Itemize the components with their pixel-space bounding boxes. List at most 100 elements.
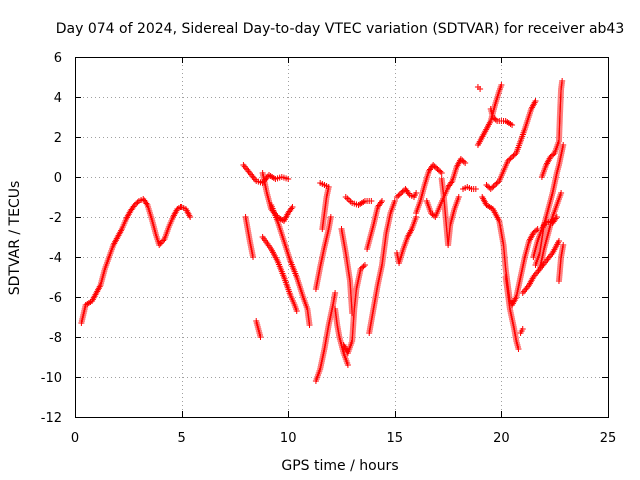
- y-tick-label: 6: [54, 51, 62, 66]
- x-tick-label: 25: [600, 431, 617, 446]
- data-point: [498, 82, 505, 88]
- x-tick-labels: 0 5 10 15 20 25: [71, 431, 616, 446]
- data-point: [434, 166, 441, 172]
- data-point: [435, 167, 442, 174]
- data-points: [78, 78, 567, 384]
- y-axis-label: SDTVAR / TECUs: [7, 181, 23, 296]
- data-point: [396, 191, 403, 198]
- data-point: [398, 190, 405, 196]
- data-point: [462, 160, 469, 166]
- x-tick-label: 5: [177, 431, 185, 446]
- data-point: [457, 156, 464, 162]
- data-point: [491, 115, 498, 122]
- y-tick-label: 4: [54, 91, 62, 106]
- data-point: [134, 199, 141, 206]
- y-tick-label: 2: [54, 131, 62, 146]
- x-tick-label: 10: [280, 431, 297, 446]
- data-point: [472, 186, 479, 192]
- data-point: [187, 214, 194, 220]
- data-point: [344, 362, 351, 368]
- data-point: [359, 264, 366, 271]
- data-point: [559, 78, 566, 84]
- data-point: [379, 198, 386, 204]
- data-point: [368, 198, 375, 204]
- data-point: [509, 154, 516, 160]
- data-point: [532, 98, 539, 104]
- data-point: [429, 211, 436, 218]
- data-point: [483, 182, 490, 188]
- data-point: [487, 186, 494, 192]
- data-point: [433, 164, 440, 171]
- y-tick-label: -12: [41, 411, 62, 426]
- data-point: [438, 170, 445, 176]
- data-point: [484, 183, 491, 190]
- data-point: [285, 176, 292, 182]
- data-point: [357, 266, 364, 272]
- data-point: [550, 151, 557, 158]
- data-point: [560, 142, 567, 148]
- data-point: [533, 227, 540, 234]
- data-point: [460, 158, 467, 165]
- data-point: [395, 192, 402, 199]
- y-tick-label: -10: [41, 371, 62, 386]
- y-tick-labels: -12 -10 -8 -6 -4 -2 0 2 4 6: [41, 51, 62, 426]
- data-point: [531, 228, 538, 235]
- data-point: [133, 200, 140, 207]
- data-point: [250, 254, 257, 260]
- data-point: [430, 162, 437, 168]
- data-point: [459, 157, 466, 164]
- data-point: [437, 168, 444, 175]
- data-point: [319, 226, 326, 232]
- plot-frame: [75, 57, 609, 418]
- data-point: [131, 202, 138, 208]
- y-tick-label: -6: [49, 291, 62, 306]
- data-point: [509, 122, 516, 128]
- data-point: [289, 204, 296, 210]
- data-point: [515, 346, 522, 352]
- data-point: [504, 158, 511, 164]
- data-point: [547, 154, 554, 160]
- y-tick-label: -8: [49, 331, 62, 346]
- data-point: [493, 180, 500, 187]
- data-point: [510, 152, 517, 159]
- data-point: [257, 334, 264, 340]
- x-tick-label: 15: [387, 431, 404, 446]
- data-point: [511, 151, 518, 158]
- data-point: [492, 116, 499, 123]
- data-point: [455, 194, 462, 200]
- data-point: [393, 194, 400, 200]
- x-axis-label: GPS time / hours: [281, 458, 398, 474]
- data-point: [530, 230, 537, 236]
- y-tick-label: -4: [49, 251, 62, 266]
- data-point: [489, 184, 496, 191]
- data-point: [489, 114, 496, 120]
- x-tick-label: 20: [493, 431, 510, 446]
- data-point: [306, 322, 313, 328]
- chart-title: Day 074 of 2024, Sidereal Day-to-day VTE…: [56, 21, 625, 37]
- data-point: [506, 156, 513, 163]
- data-point: [555, 238, 562, 244]
- x-tick-label: 0: [71, 431, 79, 446]
- data-point: [413, 190, 420, 196]
- data-point: [361, 262, 368, 268]
- grid-lines: [75, 57, 608, 417]
- data-point: [507, 155, 514, 162]
- data-point: [360, 263, 367, 270]
- data-point: [431, 163, 438, 170]
- data-point: [492, 182, 499, 188]
- data-point: [391, 198, 398, 204]
- data-point: [477, 86, 484, 92]
- data-point: [293, 308, 300, 314]
- data-point: [560, 242, 567, 248]
- y-tick-label: -2: [49, 211, 62, 226]
- data-point: [490, 183, 497, 190]
- data-point: [558, 190, 565, 196]
- data-point: [349, 310, 356, 316]
- data-point: [519, 326, 526, 332]
- data-point: [428, 210, 435, 216]
- data-point: [494, 179, 501, 186]
- data-point: [332, 290, 339, 296]
- y-tick-label: 0: [54, 171, 62, 186]
